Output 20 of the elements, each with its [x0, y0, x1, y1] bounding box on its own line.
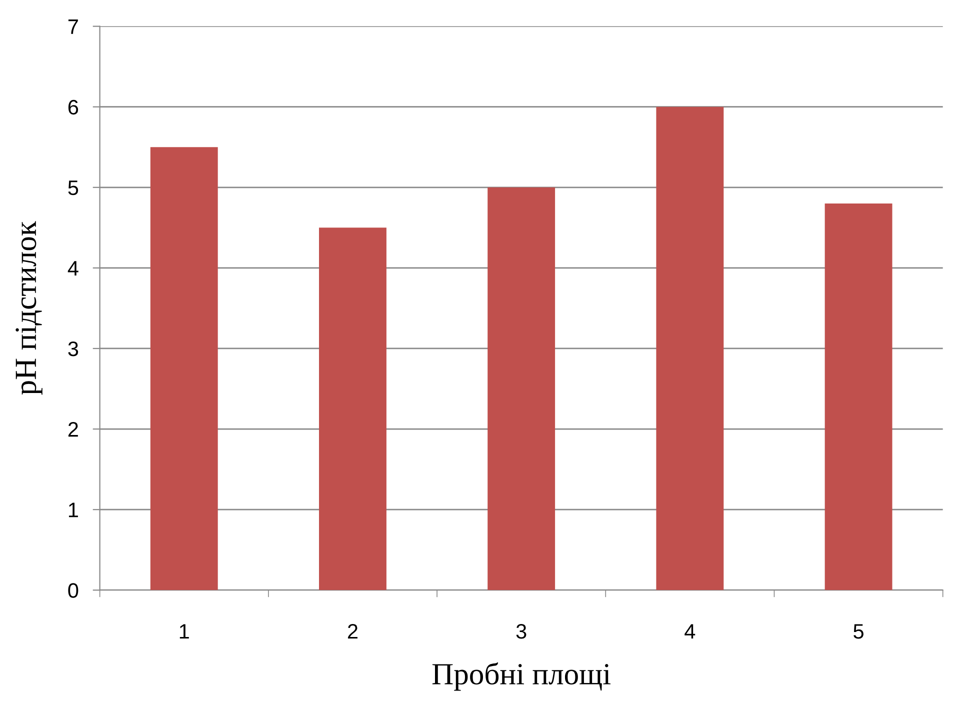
- x-axis-title: Пробні площі: [432, 662, 611, 691]
- x-tick-label: 1: [180, 624, 189, 639]
- bar: [656, 106, 724, 590]
- bar: [150, 147, 218, 590]
- x-tick-label: 3: [516, 624, 526, 639]
- y-tick-label: 7: [68, 20, 78, 34]
- x-tick-label: 5: [854, 624, 864, 639]
- x-tick-label: 2: [348, 624, 358, 639]
- x-tick-label: 4: [684, 624, 696, 639]
- y-tick-label: 1: [68, 502, 78, 518]
- y-tick-label: 6: [68, 100, 78, 115]
- y-tick-label: 3: [68, 341, 78, 356]
- bar: [488, 187, 556, 590]
- y-tick-label: 2: [68, 422, 78, 437]
- bar: [318, 228, 386, 590]
- y-tick-label: 0: [68, 583, 78, 598]
- y-axis-title: pH підстилок: [16, 221, 42, 395]
- y-tick-label: 4: [68, 261, 78, 276]
- y-tick-label: 5: [68, 180, 78, 196]
- bar: [824, 204, 892, 590]
